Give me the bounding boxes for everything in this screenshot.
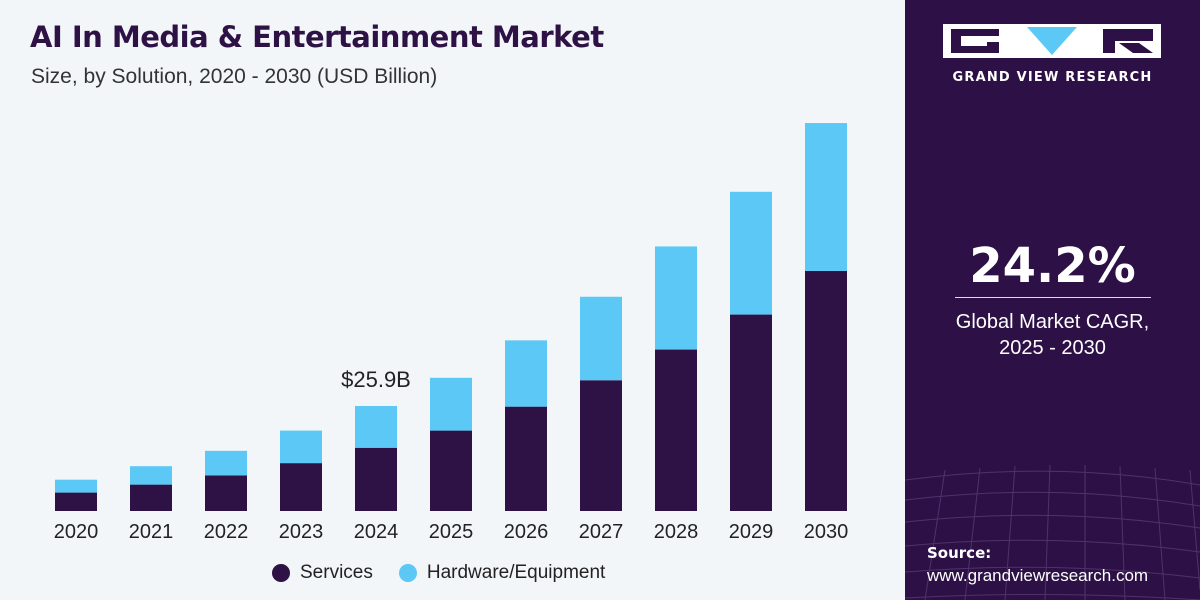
bar-hardware-equipment-2025 xyxy=(430,377,472,431)
x-tick-label-2020: 2020 xyxy=(54,521,99,543)
legend-swatch-hardware xyxy=(398,564,417,582)
bar-services-2020 xyxy=(55,492,97,511)
bar-group xyxy=(55,123,847,511)
x-tick-label-2023: 2023 xyxy=(279,521,324,543)
decorative-grid xyxy=(905,464,1200,600)
bar-services-2023 xyxy=(280,463,322,511)
bar-services-2025 xyxy=(430,430,472,511)
bar-services-2030 xyxy=(805,270,847,511)
legend-item-services: Services xyxy=(272,562,373,584)
x-tick-label-2021: 2021 xyxy=(129,521,174,543)
legend-swatch-services xyxy=(272,564,290,582)
bar-services-2021 xyxy=(130,484,172,511)
source-label: Source: xyxy=(927,544,992,562)
chart-title: AI In Media & Entertainment Market xyxy=(30,20,604,54)
bar-services-2022 xyxy=(205,475,247,511)
bar-hardware-equipment-2022 xyxy=(205,450,247,476)
cagr-label-line1: Global Market CAGR, xyxy=(955,311,1150,333)
annotation-group: $25.9B xyxy=(341,367,411,392)
bar-chart: 2020 2021 2022 2023 2024 2025 2026 2027 2028 2029… xyxy=(54,123,849,543)
bar-hardware-equipment-2029 xyxy=(730,191,772,315)
x-tick-label-2026: 2026 xyxy=(504,521,549,543)
bar-hardware-equipment-2024 xyxy=(355,406,397,448)
bar-services-2024 xyxy=(355,447,397,511)
bar-hardware-equipment-2028 xyxy=(655,246,697,350)
x-tick-label-2028: 2028 xyxy=(654,521,699,543)
bar-services-2028 xyxy=(655,349,697,511)
bar-hardware-equipment-2023 xyxy=(280,430,322,464)
bar-hardware-equipment-2027 xyxy=(580,296,622,381)
x-tick-label-2030: 2030 xyxy=(804,521,849,543)
cagr-value: 24.2% xyxy=(969,238,1136,294)
bar-hardware-equipment-2020 xyxy=(55,479,97,493)
x-tick-label-2029: 2029 xyxy=(729,521,774,543)
bar-hardware-equipment-2030 xyxy=(805,123,847,271)
bar-services-2027 xyxy=(580,380,622,511)
x-tick-label-2027: 2027 xyxy=(579,521,624,543)
cagr-label-line2: 2025 - 2030 xyxy=(999,337,1106,359)
chart-area: AI In Media & Entertainment Market Size,… xyxy=(30,20,849,584)
data-label-2024: $25.9B xyxy=(341,367,411,392)
x-tick-label-2022: 2022 xyxy=(204,521,249,543)
brand-name: GRAND VIEW RESEARCH xyxy=(952,70,1153,85)
side-panel: GRAND VIEW RESEARCH 24.2% Global Market … xyxy=(905,0,1200,600)
x-tick-label-2024: 2024 xyxy=(354,521,399,543)
source-url[interactable]: www.grandviewresearch.com xyxy=(927,566,1149,585)
cagr-label: Global Market CAGR, 2025 - 2030 xyxy=(905,309,1200,361)
bar-services-2026 xyxy=(505,406,547,511)
bar-services-2029 xyxy=(730,314,772,511)
legend-label-services: Services xyxy=(300,562,373,583)
x-tick-label-2025: 2025 xyxy=(429,521,474,543)
chart-subtitle: Size, by Solution, 2020 - 2030 (USD Bill… xyxy=(31,65,438,88)
bar-hardware-equipment-2021 xyxy=(130,466,172,485)
cagr-divider xyxy=(955,297,1151,298)
bar-hardware-equipment-2026 xyxy=(505,340,547,407)
legend: Services Hardware/Equipment xyxy=(272,562,631,584)
x-axis-labels: 2020 2021 2022 2023 2024 2025 2026 2027 2028 2029… xyxy=(54,521,849,543)
legend-item-hardware: Hardware/Equipment xyxy=(398,562,606,584)
grand-view-research-logo xyxy=(943,24,1161,58)
legend-label-hardware: Hardware/Equipment xyxy=(426,562,606,583)
